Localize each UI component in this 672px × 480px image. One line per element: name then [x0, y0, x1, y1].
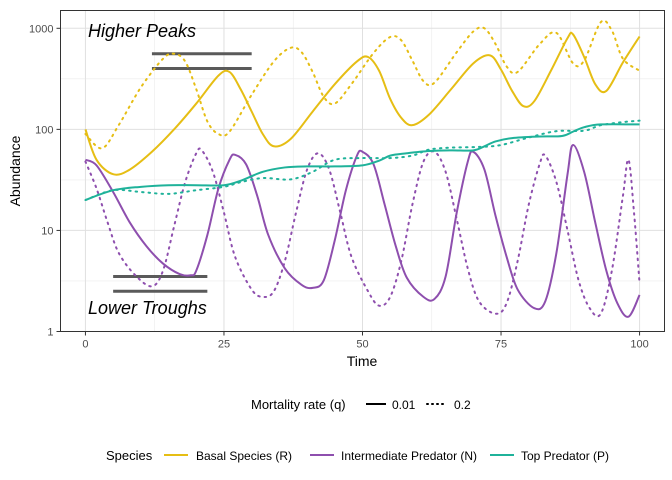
legend-species-item-intermediate: Intermediate Predator (N) [341, 449, 477, 463]
x-tick-label: 0 [82, 339, 88, 351]
y-tick-label: 100 [35, 124, 53, 136]
series-lines [84, 19, 641, 318]
x-axis: 0 25 50 75 100 [82, 331, 649, 351]
x-tick-label: 75 [495, 339, 507, 351]
legend-species: Species Basal Species (R) Intermediate P… [106, 448, 609, 463]
series-line-top-dotted [84, 119, 641, 202]
legend-species-title: Species [106, 448, 153, 463]
x-tick-label: 25 [218, 339, 230, 351]
legend-mortality-title: Mortality rate (q) [251, 397, 346, 412]
y-tick-label: 1 [47, 327, 53, 339]
legend-species-item-top: Top Predator (P) [521, 449, 609, 463]
legend-mortality-item-1: 0.01 [392, 398, 416, 412]
x-tick-label: 50 [356, 339, 368, 351]
annotation-higher-peaks: Higher Peaks [88, 21, 196, 41]
series-line-intermediate-solid [84, 144, 641, 318]
x-tick-label: 100 [630, 339, 648, 351]
series-line-basal-solid [84, 31, 641, 176]
legend-mortality-item-2: 0.2 [454, 398, 471, 412]
series-line-basal-dotted [84, 19, 641, 150]
legend-mortality: Mortality rate (q) 0.01 0.2 [251, 397, 471, 412]
y-tick-label: 1000 [29, 23, 53, 35]
legend-species-item-basal: Basal Species (R) [196, 449, 292, 463]
grid [60, 10, 665, 332]
annotation-lower-troughs: Lower Troughs [88, 298, 207, 318]
x-axis-label: Time [347, 353, 378, 369]
y-tick-label: 10 [41, 225, 53, 237]
y-axis: 1 10 100 1000 [29, 23, 61, 339]
y-axis-label: Abundance [7, 135, 23, 206]
reference-segments [113, 52, 252, 293]
series-line-intermediate-dotted [84, 147, 641, 318]
series-line-top-solid [85, 123, 640, 201]
